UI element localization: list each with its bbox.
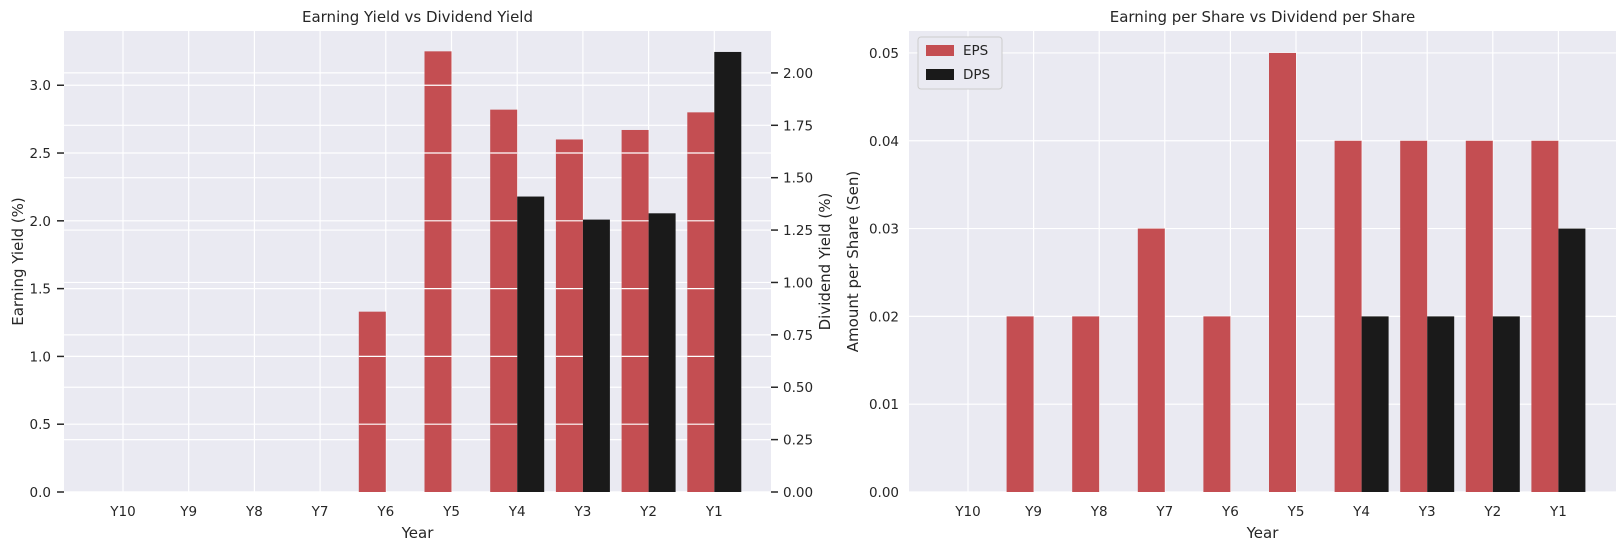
y-tick-label: 0.00 (869, 485, 899, 501)
y-tick-label: 0.0 (30, 485, 51, 501)
bar-eps (1006, 316, 1034, 492)
x-tick-label: Y10 (954, 504, 980, 520)
y-axis-label: Amount per Share (Sen) (844, 171, 862, 352)
x-axis-label: Year (1246, 524, 1280, 542)
bar-eps (1137, 228, 1165, 493)
y2-tick-label: 1.50 (783, 171, 813, 187)
x-axis-label: Year (401, 524, 435, 542)
y-tick-label: 0.01 (869, 397, 899, 413)
bar-dps (1361, 316, 1389, 492)
bars (1006, 52, 1586, 493)
bar-eps (1072, 316, 1100, 492)
x-ticks: Y10 Y9 Y8 Y7 Y6 Y5 Y4 Y3 Y2 Y1 (954, 504, 1567, 520)
x-tick-label: Y4 (508, 504, 526, 520)
bar-earning-yield (358, 311, 386, 492)
bar-earning-yield (687, 112, 715, 493)
y-ticks: 0.00 0.01 0.02 0.03 0.04 0.05 (869, 46, 899, 501)
bar-dividend-yield (648, 213, 676, 492)
y2-tick-label: 0.75 (783, 328, 813, 344)
left-y-ticks: 0.0 0.5 1.0 1.5 2.0 2.5 3.0 (30, 78, 64, 501)
x-tick-label: Y8 (245, 504, 263, 520)
bars (358, 51, 742, 493)
bar-dps (1558, 228, 1586, 493)
y-tick-label: 2.5 (30, 146, 51, 162)
x-tick-label: Y5 (1287, 504, 1305, 520)
x-tick-label: Y3 (573, 504, 591, 520)
bar-dividend-yield (582, 219, 610, 492)
x-tick-label: Y2 (1483, 504, 1501, 520)
bar-dps (1492, 316, 1520, 492)
x-tick-label: Y6 (376, 504, 394, 520)
x-tick-label: Y9 (1024, 504, 1042, 520)
y2-tick-label: 0.50 (783, 380, 813, 396)
bar-eps (1203, 316, 1231, 492)
bar-dividend-yield (517, 196, 545, 493)
y2-tick-label: 0.00 (783, 485, 813, 501)
y2-axis-label: Dividend Yield (%) (816, 193, 834, 331)
y2-tick-label: 1.75 (783, 118, 813, 134)
legend-swatch-dps (926, 69, 954, 80)
right-y-ticks: 0.00 0.25 0.50 0.75 1.00 1.25 1.50 1.75 2.00 (771, 66, 813, 501)
bar-earning-yield (424, 51, 452, 493)
y-tick-label: 2.0 (30, 214, 51, 230)
legend-swatch-eps (926, 45, 954, 56)
x-tick-label: Y7 (1155, 504, 1173, 520)
x-tick-label: Y2 (639, 504, 657, 520)
y-tick-label: 0.03 (869, 222, 899, 238)
y-tick-label: 0.02 (869, 309, 899, 325)
bar-eps (1465, 140, 1493, 492)
legend: EPS DPS (917, 36, 1003, 90)
y-tick-label: 1.0 (30, 349, 51, 365)
y-tick-label: 1.5 (30, 282, 51, 298)
x-tick-label: Y7 (311, 504, 329, 520)
chart-earning-yield: 0.0 0.5 1.0 1.5 2.0 2.5 3.0 0.00 0.25 0.50 0.75 1.… (9, 8, 834, 542)
legend-label-dps: DPS (963, 67, 990, 83)
y-tick-label: 0.05 (869, 46, 899, 62)
y2-tick-label: 1.00 (783, 275, 813, 291)
x-ticks: Y10 Y9 Y8 Y7 Y6 Y5 Y4 Y3 Y2 Y1 (109, 504, 722, 520)
bar-earning-yield (490, 109, 518, 492)
y2-tick-label: 2.00 (783, 66, 813, 82)
bar-earning-yield (555, 139, 583, 492)
chart-per-share: 0.00 0.01 0.02 0.03 0.04 0.05 Y10 Y9 Y8 Y7 Y6 Y5 Y4… (844, 8, 1616, 542)
bar-eps (1334, 140, 1362, 492)
legend-label-eps: EPS (963, 43, 988, 59)
y-tick-label: 0.5 (30, 417, 51, 433)
y2-tick-label: 0.25 (783, 433, 813, 449)
x-tick-label: Y4 (1352, 504, 1370, 520)
x-tick-label: Y8 (1090, 504, 1108, 520)
x-tick-label: Y3 (1418, 504, 1436, 520)
bar-dps (1427, 316, 1455, 492)
chart-title: Earning per Share vs Dividend per Share (1110, 8, 1416, 26)
bar-eps (1400, 140, 1428, 492)
y-axis-label: Earning Yield (%) (9, 197, 27, 325)
y2-tick-label: 1.25 (783, 223, 813, 239)
x-tick-label: Y10 (109, 504, 135, 520)
chart-title: Earning Yield vs Dividend Yield (302, 8, 533, 26)
y-tick-label: 3.0 (30, 78, 51, 94)
bar-dividend-yield (714, 51, 742, 493)
bar-earning-yield (621, 129, 649, 492)
x-tick-label: Y6 (1221, 504, 1239, 520)
x-tick-label: Y5 (442, 504, 460, 520)
bar-eps (1269, 52, 1296, 492)
bar-eps (1531, 140, 1559, 492)
y-tick-label: 0.04 (869, 134, 899, 150)
x-tick-label: Y1 (1549, 504, 1567, 520)
x-tick-label: Y9 (179, 504, 197, 520)
x-tick-label: Y1 (705, 504, 723, 520)
